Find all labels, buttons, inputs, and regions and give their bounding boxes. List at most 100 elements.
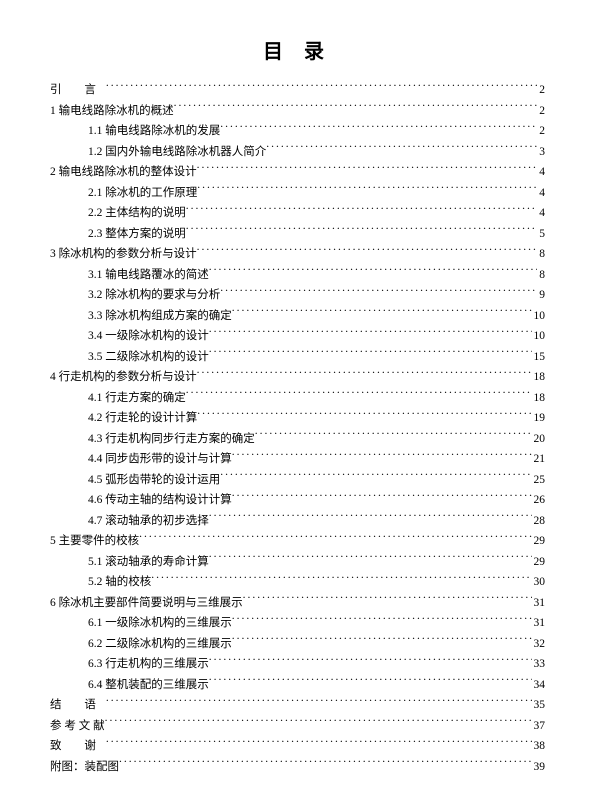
toc-entry-page: 26	[534, 490, 546, 511]
toc-entry: 3.5 二级除冰机构的设计15	[50, 347, 545, 368]
toc-entry-page: 38	[534, 736, 546, 757]
toc-entry-label: 3.3 除冰机构组成方案的确定	[88, 306, 232, 327]
toc-entry: 致 谢 38	[50, 736, 545, 757]
toc-dots	[186, 205, 538, 217]
toc-entry-page: 31	[534, 613, 546, 634]
toc-dots	[255, 430, 532, 442]
toc-entry-page: 39	[534, 757, 546, 778]
toc-entry-page: 18	[534, 388, 546, 409]
toc-entry-page: 2	[539, 101, 545, 122]
toc-entry-label: 4.7 滚动轴承的初步选择	[88, 511, 209, 532]
toc-entry-label: 6.3 行走机构的三维展示	[88, 654, 209, 675]
toc-entry-label: 4.5 弧形齿带轮的设计运用	[88, 470, 220, 491]
toc-entry: 4 行走机构的参数分析与设计 18	[50, 367, 545, 388]
toc-dots	[209, 553, 532, 565]
toc-entry: 4.4 同步齿形带的设计与计算21	[50, 449, 545, 470]
toc-entry: 6 除冰机主要部件简要说明与三维展示31	[50, 593, 545, 614]
toc-dots	[220, 123, 537, 135]
toc-entry-page: 9	[539, 285, 545, 306]
toc-dots	[197, 184, 537, 196]
toc-entry: 4.2 行走轮的设计计算 19	[50, 408, 545, 429]
toc-entry-label: 1.1 输电线路除冰机的发展	[88, 121, 220, 142]
toc-entry-label: 3.2 除冰机构的要求与分析	[88, 285, 220, 306]
toc-dots	[119, 758, 532, 770]
toc-entry-page: 20	[534, 429, 546, 450]
toc-entry-page: 2	[539, 121, 545, 142]
toc-dots	[209, 348, 532, 360]
toc-entry-label: 5.2 轴的校核	[88, 572, 151, 593]
toc-title: 目 录	[50, 35, 545, 64]
toc-entry-label: 3 除冰机构的参数分析与设计	[50, 244, 197, 265]
toc-entry-label: 3.4 一级除冰机构的设计	[88, 326, 209, 347]
toc-dots	[209, 656, 532, 668]
toc-entry-page: 28	[534, 511, 546, 532]
toc-entry-label: 5.1 滚动轴承的寿命计算	[88, 552, 209, 573]
toc-entry: 2.1 除冰机的工作原理 4	[50, 183, 545, 204]
toc-entry-page: 25	[534, 470, 546, 491]
toc-entry-label: 5 主要零件的校核	[50, 531, 139, 552]
toc-entry: 1.2 国内外输电线路除冰机器人简介 3	[50, 142, 545, 163]
toc-entry-page: 18	[534, 367, 546, 388]
toc-entry: 6.4 整机装配的三维展示34	[50, 675, 545, 696]
toc-dots	[220, 471, 531, 483]
toc-dots	[209, 328, 532, 340]
toc-entry-label: 3.5 二级除冰机构的设计	[88, 347, 209, 368]
toc-entry-page: 3	[539, 142, 545, 163]
toc-dots	[243, 594, 532, 606]
toc-entry-page: 33	[534, 654, 546, 675]
toc-entry: 3.2 除冰机构的要求与分析 9	[50, 285, 545, 306]
toc-entry-page: 35	[534, 695, 546, 716]
toc-entry-label: 1.2 国内外输电线路除冰机器人简介	[88, 142, 266, 163]
toc-entry-label: 2.1 除冰机的工作原理	[88, 183, 197, 204]
toc-entry-label: 4 行走机构的参数分析与设计	[50, 367, 197, 388]
toc-entry-page: 2	[539, 80, 545, 101]
toc-entry-page: 8	[539, 244, 545, 265]
toc-entry: 5 主要零件的校核 29	[50, 531, 545, 552]
toc-dots	[209, 266, 538, 278]
toc-dots	[186, 389, 532, 401]
toc-dots	[220, 287, 537, 299]
toc-entry: 4.7 滚动轴承的初步选择 28	[50, 511, 545, 532]
toc-entry-page: 30	[534, 572, 546, 593]
toc-entry-label: 6.2 二级除冰机构的三维展示	[88, 634, 232, 655]
toc-entry-page: 32	[534, 634, 546, 655]
toc-dots	[106, 738, 532, 750]
toc-entry: 4.6 传动主轴的结构设计计算 26	[50, 490, 545, 511]
toc-entry-page: 4	[539, 162, 545, 183]
toc-entry: 附图：装配图 39	[50, 757, 545, 778]
toc-entry-label: 2.3 整体方案的说明	[88, 224, 186, 245]
toc-entry-page: 8	[539, 265, 545, 286]
toc-entry-label: 附图：装配图	[50, 757, 119, 778]
toc-entry: 引 言2	[50, 80, 545, 101]
toc-entry-label: 参 考 文 献	[50, 716, 105, 737]
toc-dots	[197, 164, 538, 176]
toc-entry-label: 3.1 输电线路覆冰的简述	[88, 265, 209, 286]
toc-entry-label: 4.6 传动主轴的结构设计计算	[88, 490, 232, 511]
toc-entry-label: 1 输电线路除冰机的概述	[50, 101, 174, 122]
toc-entry-label: 致 谢	[50, 736, 106, 757]
toc-dots	[197, 410, 531, 422]
toc-entry-page: 5	[539, 224, 545, 245]
toc-entry-label: 6.1 一级除冰机构的三维展示	[88, 613, 232, 634]
toc-entry-label: 2 输电线路除冰机的整体设计	[50, 162, 197, 183]
toc-entry-label: 2.2 主体结构的说明	[88, 203, 186, 224]
toc-entry-page: 4	[539, 183, 545, 204]
toc-entry-label: 6 除冰机主要部件简要说明与三维展示	[50, 593, 243, 614]
toc-dots	[232, 615, 532, 627]
toc-entry-label: 结 语	[50, 695, 106, 716]
toc-dots	[197, 246, 538, 258]
toc-entry: 1.1 输电线路除冰机的发展 2	[50, 121, 545, 142]
toc-dots	[232, 451, 532, 463]
toc-entry-page: 10	[534, 306, 546, 327]
toc-entry-label: 4.3 行走机构同步行走方案的确定	[88, 429, 255, 450]
toc-entry-page: 29	[534, 552, 546, 573]
toc-entry: 2.2 主体结构的说明4	[50, 203, 545, 224]
toc-entry-label: 4.1 行走方案的确定	[88, 388, 186, 409]
toc-entry-page: 19	[534, 408, 546, 429]
toc-dots	[209, 676, 532, 688]
toc-entry-page: 29	[534, 531, 546, 552]
toc-dots	[106, 697, 532, 709]
toc-entry: 6.3 行走机构的三维展示 33	[50, 654, 545, 675]
toc-entry: 参 考 文 献37	[50, 716, 545, 737]
toc-entry-label: 4.2 行走轮的设计计算	[88, 408, 197, 429]
